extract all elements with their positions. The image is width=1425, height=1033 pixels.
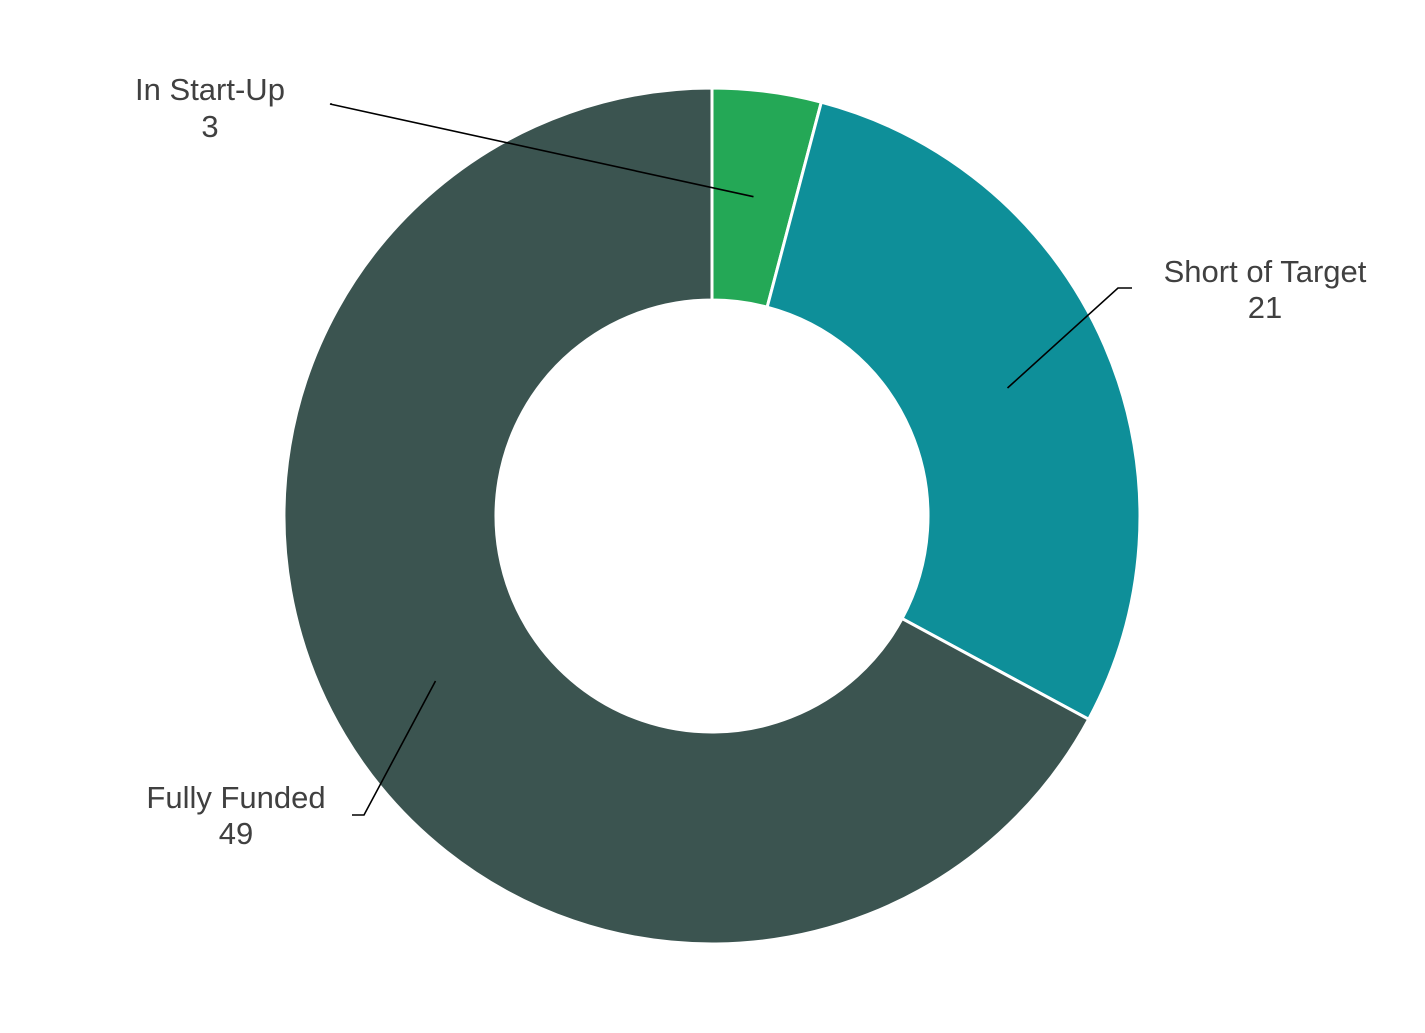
slice-short-of-target: [765, 100, 1142, 722]
donut-slices: [282, 86, 1142, 946]
data-labels: In Start-Up 3 Short of Target 21 Fully F…: [135, 72, 1367, 851]
label-value-short-of-target: 21: [1248, 290, 1282, 325]
leader-lines: [329, 103, 1132, 816]
label-value-fully-funded: 49: [219, 816, 253, 851]
leader-line-fully-funded: [352, 680, 437, 816]
label-category-fully-funded: Fully Funded: [146, 780, 325, 815]
slice-fully-funded: [282, 86, 1091, 946]
label-category-short-of-target: Short of Target: [1164, 254, 1367, 289]
label-value-in-start-up: 3: [201, 109, 218, 144]
leader-line-short-of-target: [1006, 287, 1132, 389]
leader-line-in-start-up: [329, 103, 754, 198]
label-category-in-start-up: In Start-Up: [135, 72, 285, 107]
